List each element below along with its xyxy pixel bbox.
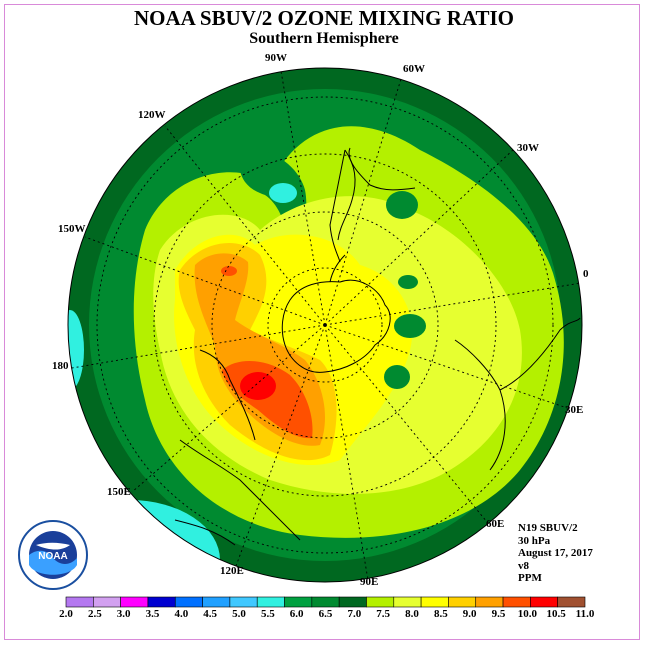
lon-label-180: 180 [52, 360, 69, 372]
colorbar-swatch [366, 596, 395, 608]
colorbar-tick-label: 9.5 [491, 608, 506, 620]
map-boundary [67, 67, 583, 583]
colorbar-tick-label: 8.0 [405, 608, 419, 620]
info-block: N19 SBUV/2 30 hPa August 17, 2017 v8 PPM [518, 522, 593, 585]
colorbar-tick-label: 4.5 [203, 608, 218, 620]
lon-label-120w: 120W [138, 109, 166, 121]
pressure-level-label: 30 hPa [518, 534, 551, 547]
colorbar-tick-label: 9.0 [462, 608, 477, 620]
graticule [71, 70, 582, 581]
colorbar-swatch [311, 596, 340, 608]
colorbar-tick-label: 10.5 [546, 608, 566, 620]
colorbar-tick-label: 10.0 [517, 608, 537, 620]
lon-label-90w: 90W [265, 52, 287, 64]
logo-text: NOAA [38, 551, 67, 562]
colorbar-tick-label: 7.5 [376, 608, 391, 620]
map-title: NOAA SBUV/2 OZONE MIXING RATIO [134, 6, 514, 30]
lon-label-120e: 120E [220, 565, 244, 577]
colorbar-swatch [420, 596, 449, 608]
colorbar-swatch [174, 596, 203, 608]
colorbar-tick-label: 5.0 [232, 608, 246, 620]
noaa-logo-icon: NOAA [18, 520, 88, 590]
colorbar-swatch [393, 596, 422, 608]
lon-label-90e: 90E [360, 576, 379, 588]
lon-label-150e: 150E [107, 486, 131, 498]
version-label: v8 [518, 559, 529, 572]
units-label: PPM [518, 572, 542, 584]
lon-label-0: 0 [583, 268, 589, 280]
ozone-field [68, 68, 582, 582]
lon-label-150w: 150W [58, 223, 86, 235]
lon-label-30w: 30W [517, 142, 539, 154]
colorbar-swatch [65, 596, 94, 608]
lon-label-60w: 60W [403, 63, 425, 75]
colorbar-tick-label: 3.5 [145, 608, 160, 620]
date-label: August 17, 2017 [518, 547, 593, 559]
colorbar-swatch [338, 596, 367, 608]
colorbar-swatch [120, 596, 149, 608]
colorbar-tick-label: 4.0 [174, 608, 189, 620]
colorbar-swatch [284, 596, 313, 608]
lon-label-30e: 30E [565, 404, 584, 416]
map-subtitle: Southern Hemisphere [249, 30, 399, 47]
colorbar-swatch [557, 596, 586, 608]
colorbar-swatch [147, 596, 176, 608]
colorbar-swatch [202, 596, 231, 608]
colorbar-tick-label: 5.5 [260, 608, 275, 620]
colorbar-tick-label: 6.5 [318, 608, 333, 620]
colorbar-tick-label: 3.0 [116, 608, 131, 620]
colorbar-swatch [256, 596, 285, 608]
colorbar-tick-label: 2.0 [59, 608, 73, 620]
colorbar-swatch [448, 596, 477, 608]
colorbar-swatch [475, 596, 504, 608]
colorbar-tick-label: 11.0 [575, 608, 595, 620]
colorbar-tick-label: 6.0 [289, 608, 304, 620]
colorbar-tick-label: 8.5 [433, 608, 448, 620]
lon-label-60e: 60E [486, 518, 505, 530]
colorbar-swatch [229, 596, 258, 608]
image-frame [4, 4, 640, 640]
colorbar-swatch [530, 596, 558, 608]
colorbar-swatch [93, 596, 121, 608]
colorbar-tick-label: 7.0 [347, 608, 362, 620]
colorbar-tick-label: 2.5 [87, 608, 102, 620]
colorbar [65, 596, 586, 608]
coastlines [174, 147, 581, 546]
satellite-label: N19 SBUV/2 [518, 522, 578, 534]
colorbar-swatch [502, 596, 531, 608]
